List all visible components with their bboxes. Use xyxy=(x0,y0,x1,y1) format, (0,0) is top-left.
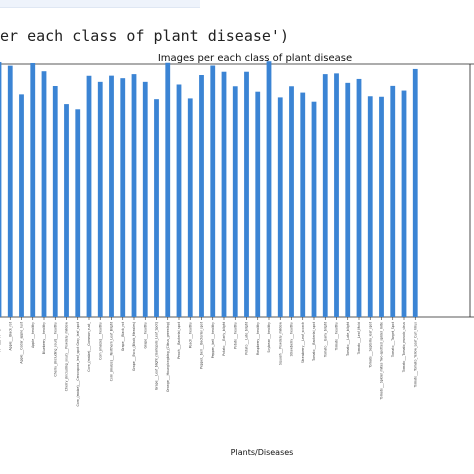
x-tick-label-3: Apple___healthy xyxy=(31,322,35,348)
x-axis-label: Plants/Diseases xyxy=(231,448,294,457)
x-tick-label-30: Tomato___healthy xyxy=(335,322,339,351)
x-tick-label-21: Potato___healthy xyxy=(233,322,237,349)
bar-27 xyxy=(300,92,306,317)
x-tick-label-5: Cherry_(including_sour)___healthy xyxy=(53,322,57,377)
bar-17 xyxy=(187,98,193,317)
bar-18 xyxy=(199,75,204,317)
x-tick-label-14: Grape___Leaf_blight_(Isariopsis_Leaf_Spo… xyxy=(155,322,159,390)
chart-title: Images per each class of plant disease xyxy=(158,53,352,64)
bar-29 xyxy=(322,74,328,318)
bar-14 xyxy=(154,99,159,317)
bar-20 xyxy=(221,71,227,317)
x-tick-label-26: Strawberry___healthy xyxy=(290,322,294,356)
bar-33 xyxy=(367,96,373,317)
x-tick-label-9: Corn_(maize)___healthy xyxy=(98,322,102,360)
bar-25 xyxy=(277,97,283,318)
notebook-code-strip: er each class of plant disease') xyxy=(0,0,474,56)
x-tick-label-0: Apple___Apple_scab xyxy=(0,322,1,354)
x-tick-label-25: Squash___Powdery_mildew xyxy=(278,322,282,365)
bar-15 xyxy=(165,62,171,318)
bar-11 xyxy=(120,78,126,317)
x-tick-label-37: Tomato___Tomato_Yellow_Leaf_Curl_Virus xyxy=(413,322,417,389)
x-tick-label-27: Strawberry___Leaf_scorch xyxy=(301,322,305,363)
code-line: er each class of plant disease') xyxy=(0,27,289,45)
chart-area: Images per each class of plant disease A… xyxy=(0,52,474,474)
bars-group xyxy=(0,61,418,318)
bar-10 xyxy=(109,75,114,317)
code-cell-top-edge xyxy=(0,0,200,8)
x-tick-label-24: Soybean___healthy xyxy=(267,322,271,353)
bar-3 xyxy=(30,62,36,318)
bar-chart: Images per each class of plant disease A… xyxy=(0,53,474,457)
x-tick-label-2: Apple___Cedar_apple_rust xyxy=(20,321,24,363)
x-tick-label-11: Grape___Black_rot xyxy=(121,321,125,351)
bar-9 xyxy=(97,81,103,317)
x-tick-group: Apple___Apple_scab Apple___Black_rot Apple… xyxy=(0,317,417,407)
bar-7 xyxy=(75,109,81,317)
x-tick-label-17: Peach___healthy xyxy=(188,322,192,348)
bar-37 xyxy=(412,68,418,318)
bar-13 xyxy=(142,81,148,317)
bar-36 xyxy=(401,90,407,317)
x-tick-label-22: Potato___Late_blight xyxy=(245,321,249,354)
bar-16 xyxy=(176,84,182,317)
x-tick-label-29: Tomato___Early_blight xyxy=(323,321,327,358)
x-tick-label-12: Grape___Esca_(Black_Measles) xyxy=(132,322,136,371)
x-tick-label-31: Tomato___Late_blight xyxy=(346,321,350,357)
x-tick-label-35: Tomato___Target_Spot xyxy=(391,321,395,358)
bar-6 xyxy=(64,104,69,317)
bar-22 xyxy=(244,71,249,317)
x-tick-label-36: Tomato___Tomato_mosaic_virus xyxy=(402,322,406,374)
bar-21 xyxy=(232,86,238,317)
x-tick-label-7: Corn_(maize)___Cercospora_leaf_spot Gray… xyxy=(76,321,80,406)
x-tick-label-15: Orange___Haunglongbing_(Citrus_greening) xyxy=(166,322,170,392)
x-tick-label-32: Tomato___Leaf_Mold xyxy=(357,322,361,355)
x-tick-label-19: Pepper,_bell___healthy xyxy=(211,322,215,358)
x-tick-label-8: Corn_(maize)___Common_rust_ xyxy=(87,322,91,372)
bar-5 xyxy=(52,86,58,317)
bar-35 xyxy=(390,85,396,317)
x-tick-label-34: Tomato___Spider_mites Two-spotted_spider… xyxy=(380,322,384,401)
bar-8 xyxy=(86,75,92,317)
bar-24 xyxy=(266,61,272,317)
bar-31 xyxy=(345,82,351,317)
x-tick-label-33: Tomato___Septoria_leaf_spot xyxy=(368,321,372,368)
x-tick-label-4: Blueberry___healthy xyxy=(42,322,46,354)
bar-32 xyxy=(356,78,362,318)
x-tick-label-16: Peach___Bacterial_spot xyxy=(177,321,181,359)
x-tick-label-20: Potato___Early_blight xyxy=(222,321,226,355)
bar-0 xyxy=(0,61,2,318)
x-tick-label-13: Grape___healthy xyxy=(143,322,147,349)
x-tick-label-28: Tomato___Bacterial_spot xyxy=(312,321,316,362)
x-tick-label-18: Pepper,_bell___Bacterial_spot xyxy=(200,321,204,369)
bar-30 xyxy=(334,73,339,317)
bar-19 xyxy=(210,65,216,317)
bar-4 xyxy=(41,71,47,318)
x-tick-label-1: Apple___Black_rot xyxy=(8,321,12,350)
bar-28 xyxy=(311,101,317,317)
x-tick-label-10: Corn_(maize)___Northern_Leaf_Blight xyxy=(110,321,114,381)
bar-26 xyxy=(289,86,294,317)
bar-1 xyxy=(7,65,13,317)
x-tick-label-23: Raspberry___healthy xyxy=(256,322,260,355)
bar-12 xyxy=(131,74,137,318)
x-tick-label-6: Cherry_(including_sour)___Powdery_mildew xyxy=(65,322,69,392)
bar-23 xyxy=(255,91,261,317)
bar-34 xyxy=(379,96,384,317)
bar-2 xyxy=(19,94,24,317)
